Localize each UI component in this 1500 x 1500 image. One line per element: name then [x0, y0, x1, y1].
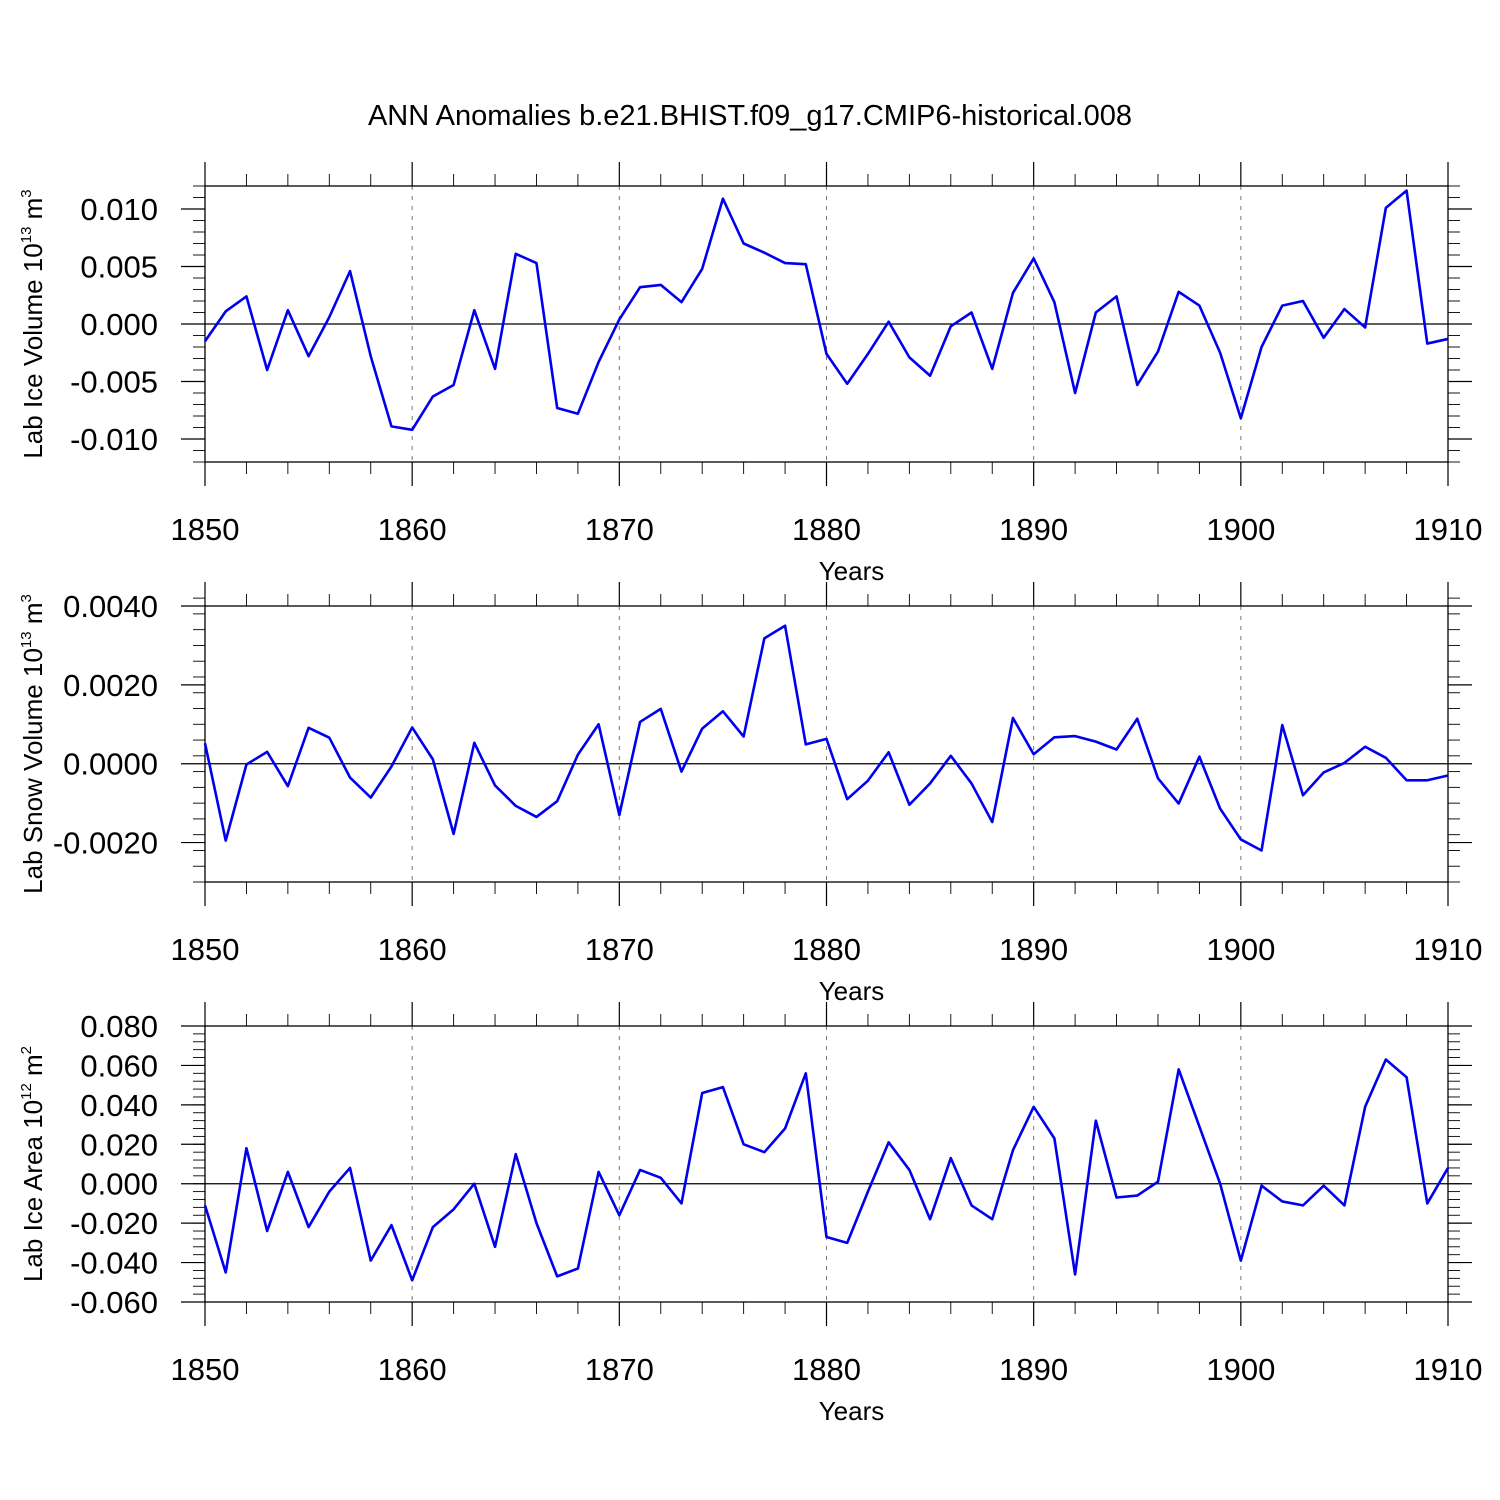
y-axis-label: Lab Snow Volume 1013 m3: [18, 594, 48, 894]
x-tick-label: 1890: [999, 512, 1068, 547]
y-tick-label: 0.010: [80, 192, 158, 227]
panel-2: -0.0020 0.0000 0.0020 0.0040 1850 1860 1870 188…: [18, 582, 1482, 1006]
y-tick-label: 0.040: [80, 1088, 158, 1123]
y-axis-label-text: Lab Ice Volume 10: [18, 243, 48, 458]
panels: -0.010 -0.005 0.000 0.005 0.010 1850 1860 1870 1…: [18, 162, 1482, 1426]
x-tick-label: 1880: [792, 932, 861, 967]
y-axis-label-exponent: 13: [18, 227, 35, 244]
y-tick-label: -0.040: [70, 1246, 158, 1281]
y-axis-label: Lab Ice Volume 1013 m3: [18, 189, 48, 458]
y-tick-label: 0.0000: [63, 747, 158, 782]
y-tick-label: -0.0020: [53, 826, 158, 861]
x-tick-label: 1850: [171, 932, 240, 967]
y-axis-label-unit: m: [18, 198, 48, 227]
x-tick-label: 1910: [1414, 932, 1483, 967]
y-tick-label: -0.010: [70, 422, 158, 457]
x-axis-label: Years: [819, 1396, 885, 1426]
chart-title: ANN Anomalies b.e21.BHIST.f09_g17.CMIP6-…: [368, 100, 1132, 132]
y-tick-label: 0.0020: [63, 668, 158, 703]
series-line: [203, 624, 1449, 852]
y-axis-label-unit-exponent: 3: [18, 594, 35, 602]
y-tick-label: 0.060: [80, 1048, 158, 1083]
x-axis-label: Years: [819, 976, 885, 1006]
x-tick-label: 1910: [1414, 512, 1483, 547]
x-tick-label: 1860: [378, 1352, 447, 1387]
y-tick-label: 0.080: [80, 1009, 158, 1044]
x-tick-label: 1850: [171, 1352, 240, 1387]
x-tick-label: 1900: [1206, 1352, 1275, 1387]
x-tick-label: 1860: [378, 932, 447, 967]
y-axis-label-exponent: 13: [18, 631, 35, 648]
y-axis-label-text: Lab Ice Area 10: [18, 1100, 48, 1282]
y-axis-label-unit: m: [18, 1054, 48, 1083]
y-tick-label: 0.000: [80, 307, 158, 342]
panel-1: -0.010 -0.005 0.000 0.005 0.010 1850 1860 1870 1…: [18, 162, 1482, 586]
panel-3: -0.060 -0.040 -0.020 0.000 0.020 0.040 0.060 0.…: [18, 1002, 1482, 1426]
y-tick-label: -0.005: [70, 365, 158, 400]
y-tick-label: 0.000: [80, 1167, 158, 1202]
x-tick-label: 1890: [999, 932, 1068, 967]
y-axis-label-exponent: 12: [18, 1083, 35, 1100]
x-tick-label: 1890: [999, 1352, 1068, 1387]
y-tick-label: -0.060: [70, 1285, 158, 1320]
series-line: [203, 1058, 1450, 1282]
y-axis-label-text: Lab Snow Volume 10: [18, 648, 48, 894]
y-axis-label: Lab Ice Area 1012 m2: [18, 1046, 48, 1282]
y-axis-label-unit-exponent: 2: [18, 1046, 35, 1054]
x-tick-label: 1860: [378, 512, 447, 547]
x-tick-label: 1870: [585, 932, 654, 967]
x-tick-label: 1870: [585, 512, 654, 547]
y-tick-label: 0.0040: [63, 589, 158, 624]
y-axis-label-unit-exponent: 3: [18, 189, 35, 197]
x-tick-label: 1900: [1206, 512, 1275, 547]
y-axis-label-unit: m: [18, 603, 48, 632]
x-tick-label: 1870: [585, 1352, 654, 1387]
x-axis-label: Years: [819, 556, 885, 586]
series-line: [203, 189, 1449, 432]
x-tick-label: 1880: [792, 1352, 861, 1387]
x-tick-label: 1900: [1206, 932, 1275, 967]
x-tick-label: 1850: [171, 512, 240, 547]
x-tick-label: 1880: [792, 512, 861, 547]
y-tick-label: -0.020: [70, 1206, 158, 1241]
y-tick-label: 0.005: [80, 250, 158, 285]
y-tick-label: 0.020: [80, 1127, 158, 1162]
x-tick-label: 1910: [1414, 1352, 1483, 1387]
